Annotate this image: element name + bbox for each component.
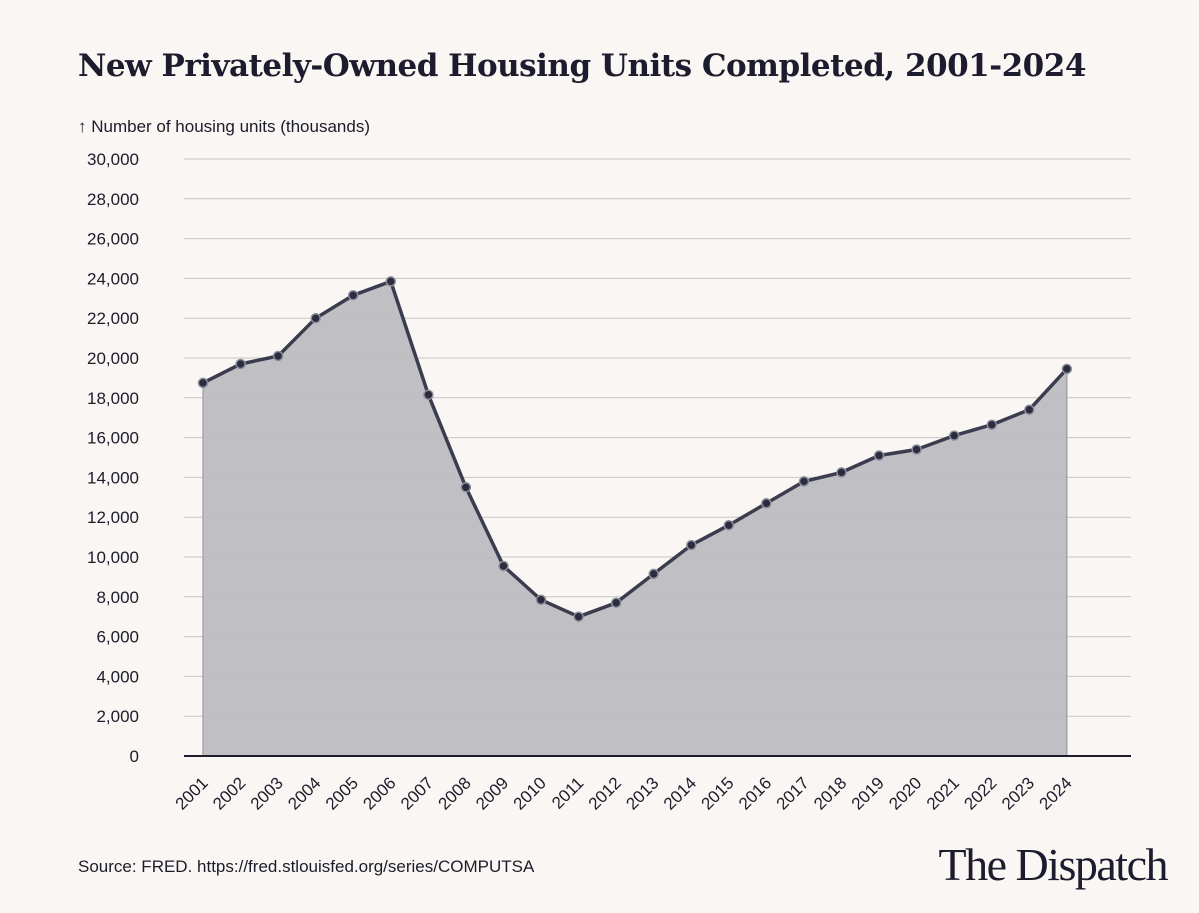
x-tick-label: 2021 xyxy=(923,773,963,813)
y-tick-label: 16,000 xyxy=(87,429,139,448)
y-tick-label: 12,000 xyxy=(87,508,139,527)
x-tick-label: 2014 xyxy=(660,773,700,813)
y-tick-label: 24,000 xyxy=(87,269,139,288)
y-tick-label: 28,000 xyxy=(87,190,139,209)
data-point-2023 xyxy=(1024,404,1035,415)
data-markers xyxy=(197,276,1073,622)
x-tick-label: 2013 xyxy=(622,773,662,813)
x-tick-label: 2016 xyxy=(735,773,775,813)
data-point-2012 xyxy=(610,597,622,609)
y-tick-label: 2,000 xyxy=(96,707,139,726)
x-tick-label: 2010 xyxy=(510,773,550,813)
data-point-2019 xyxy=(873,450,885,461)
data-point-2008 xyxy=(460,482,472,493)
y-tick-label: 4,000 xyxy=(96,667,139,686)
data-point-2024 xyxy=(1061,363,1073,375)
the-dispatch-logo: The Dispatch xyxy=(938,839,1168,890)
data-point-2021 xyxy=(948,430,960,441)
y-tick-label: 30,000 xyxy=(87,150,139,169)
x-tick-label: 2009 xyxy=(472,773,512,813)
data-point-2017 xyxy=(798,476,810,487)
data-point-2002 xyxy=(235,358,246,370)
x-tick-label: 2008 xyxy=(435,773,475,813)
data-point-2010 xyxy=(535,594,547,606)
x-tick-label: 2022 xyxy=(960,773,1000,813)
data-point-2011 xyxy=(573,611,584,622)
y-tick-label: 26,000 xyxy=(87,230,139,249)
data-point-2003 xyxy=(272,350,284,362)
y-tick-label: 14,000 xyxy=(87,468,139,487)
data-point-2015 xyxy=(723,519,735,531)
x-tick-label: 2001 xyxy=(172,773,212,813)
y-tick-labels: 0 2,000 4,000 6,000 8,000 10,000 12,000 14,000 1… xyxy=(87,150,139,766)
source-note: Source: FRED. https://fred.stlouisfed.or… xyxy=(78,857,535,876)
y-tick-label: 0 xyxy=(130,747,139,766)
data-point-2001 xyxy=(197,377,209,389)
x-tick-label: 2006 xyxy=(359,773,399,813)
data-point-2005 xyxy=(347,290,359,301)
y-tick-label: 8,000 xyxy=(96,588,139,607)
y-tick-label: 20,000 xyxy=(87,349,139,368)
x-tick-label: 2018 xyxy=(810,773,850,813)
x-tick-label: 2017 xyxy=(773,773,813,813)
data-point-2014 xyxy=(686,539,697,551)
x-tick-label: 2011 xyxy=(548,773,587,812)
chart-title: New Privately-Owned Housing Units Comple… xyxy=(78,48,1086,84)
data-point-2022 xyxy=(986,419,998,430)
x-tick-label: 2002 xyxy=(209,773,249,813)
x-tick-label: 2005 xyxy=(322,773,362,813)
x-tick-label: 2020 xyxy=(885,773,925,813)
area-series xyxy=(202,279,1069,756)
y-tick-label: 18,000 xyxy=(87,389,139,408)
y-tick-label: 10,000 xyxy=(87,548,139,567)
data-point-2013 xyxy=(648,568,659,580)
data-point-2009 xyxy=(498,560,509,572)
x-tick-label: 2003 xyxy=(247,773,287,813)
x-tick-label: 2015 xyxy=(697,773,737,813)
data-point-2004 xyxy=(310,312,321,324)
y-tick-label: 6,000 xyxy=(96,628,139,647)
data-point-2020 xyxy=(911,444,922,455)
y-axis-label: ↑ Number of housing units (thousands) xyxy=(78,117,370,136)
series-area-fill xyxy=(203,281,1067,756)
x-tick-labels: 2001200220032004200520062007200820092010… xyxy=(172,773,1076,813)
data-point-2016 xyxy=(761,498,772,509)
x-tick-label: 2007 xyxy=(397,773,437,813)
x-tick-label: 2024 xyxy=(1036,773,1076,813)
data-point-2018 xyxy=(836,467,847,478)
x-tick-label: 2004 xyxy=(284,773,324,813)
x-tick-label: 2012 xyxy=(585,773,625,813)
y-tick-label: 22,000 xyxy=(87,309,139,328)
x-tick-label: 2023 xyxy=(998,773,1038,813)
x-tick-label: 2019 xyxy=(848,773,888,813)
data-point-2006 xyxy=(385,276,397,287)
series-line xyxy=(202,279,1069,619)
data-point-2007 xyxy=(423,389,434,401)
